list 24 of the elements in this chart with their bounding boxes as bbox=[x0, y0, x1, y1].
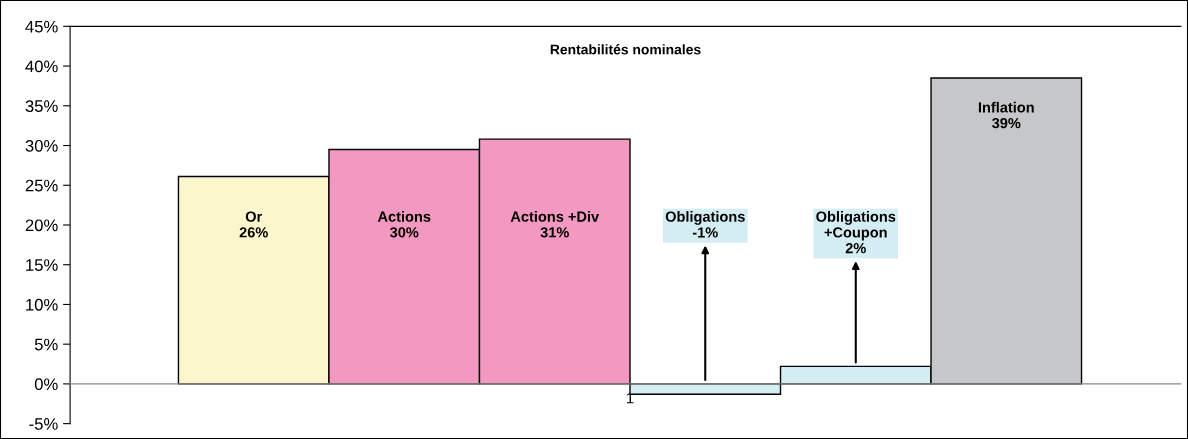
y-tick-label: 20% bbox=[25, 219, 58, 232]
y-tick-label: 25% bbox=[25, 179, 58, 192]
y-tick-label: 40% bbox=[25, 60, 58, 73]
text: Obligations +Coupon bbox=[816, 211, 896, 241]
data-label: 31% bbox=[540, 227, 569, 238]
series-label: Inflation bbox=[978, 101, 1034, 113]
y-tick-label: 5% bbox=[34, 338, 58, 351]
y-tick-label: -5% bbox=[29, 418, 58, 430]
series-label: Or bbox=[245, 211, 263, 222]
series-label: Actions bbox=[377, 211, 431, 222]
series-label: Actions +Div bbox=[510, 211, 600, 222]
y-tick-label: 10% bbox=[26, 298, 58, 311]
y-tick-label: 15% bbox=[26, 259, 58, 271]
data-label: 2% bbox=[845, 242, 866, 254]
data-label: 39% bbox=[992, 117, 1021, 129]
y-tick-label: 45% bbox=[25, 20, 58, 33]
text: Obligations bbox=[665, 211, 745, 225]
data-label: 30% bbox=[389, 227, 419, 238]
text: Rentabilités nominales bbox=[550, 44, 701, 55]
y-tick-label: 30% bbox=[25, 139, 58, 152]
data-label: 26% bbox=[239, 227, 268, 238]
y-tick-label: 0% bbox=[34, 378, 58, 391]
data-label: -1% bbox=[692, 227, 718, 238]
y-tick-label: 35% bbox=[25, 100, 58, 112]
